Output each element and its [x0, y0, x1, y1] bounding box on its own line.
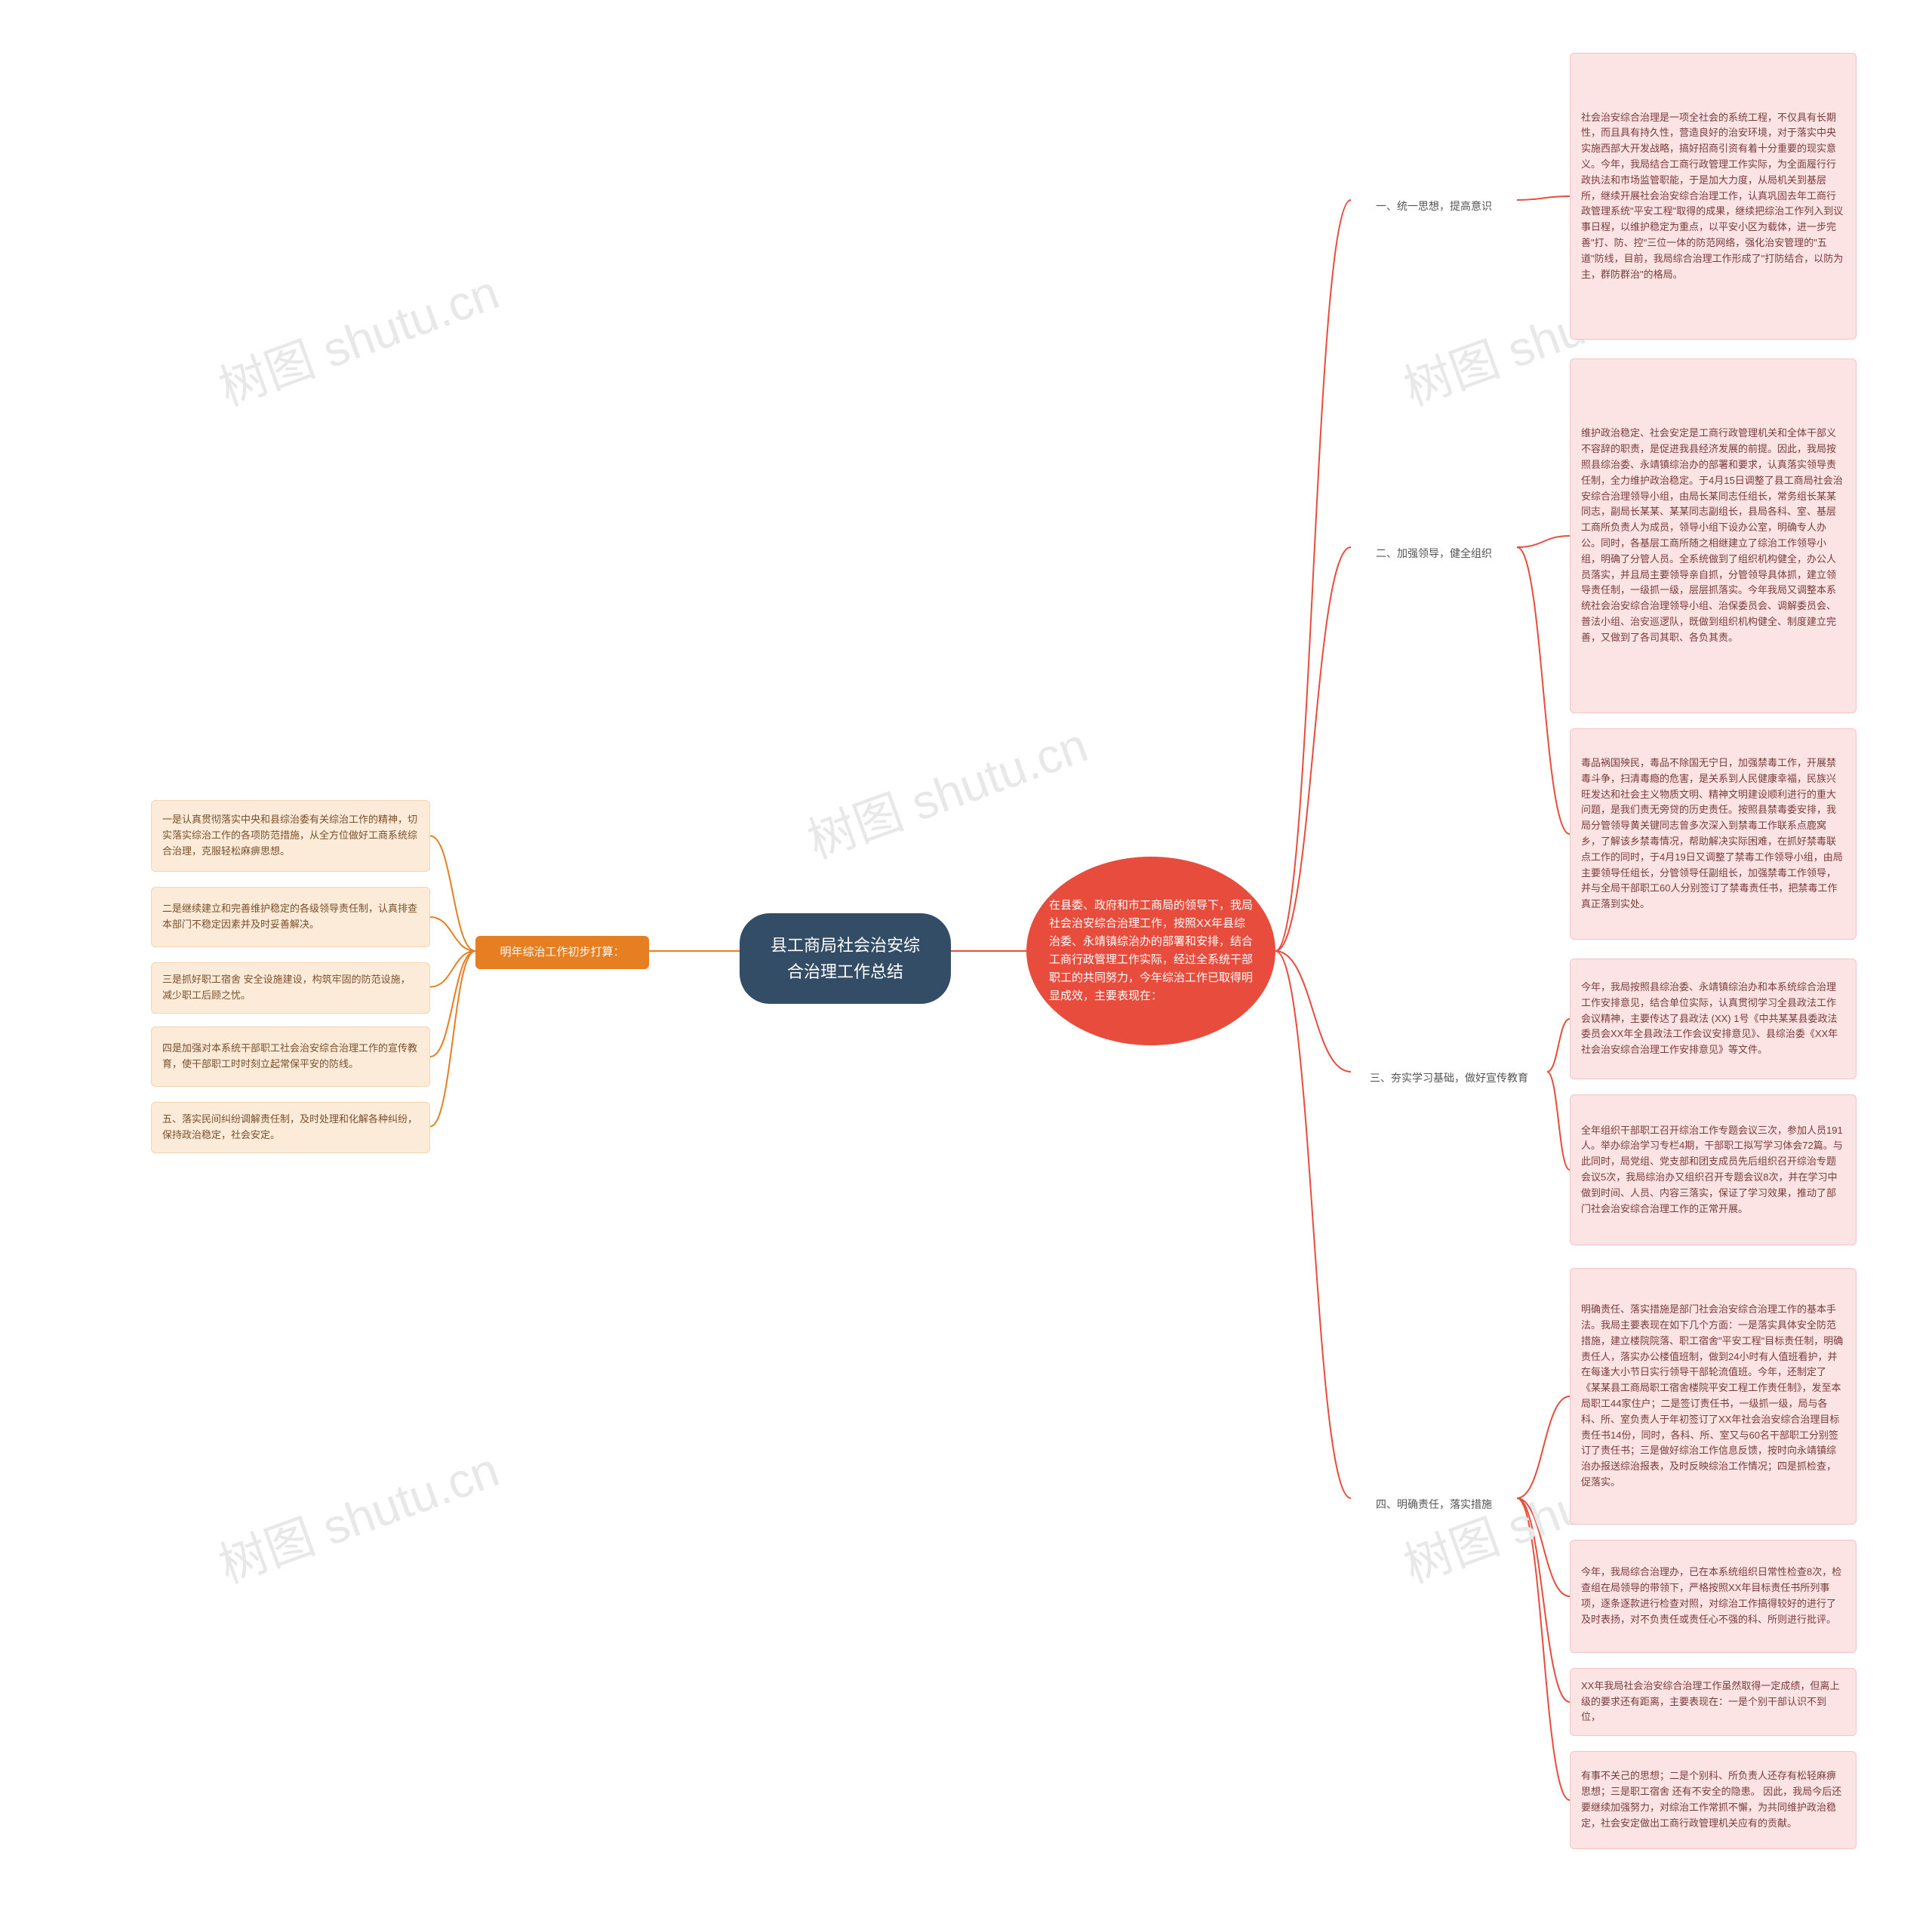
left-leaf-0: 一是认真贯彻落实中央和县综治委有关综治工作的精神，切实落实综治工作的各项防范措施…	[151, 800, 430, 872]
left-leaf-3: 四是加强对本系统干部职工社会治安综合治理工作的宣传教育，使干部职工时时刻立起常保…	[151, 1026, 430, 1087]
right-leaf-1-0: 维护政治稳定、社会安定是工商行政管理机关和全体干部义不容辞的职责，是促进我县经济…	[1570, 359, 1857, 713]
right-leaf-3-3: 有事不关己的思想；二是个别科、所负责人还存有松轻麻痹思想；三是职工宿舍 还有不安…	[1570, 1751, 1857, 1849]
right-leaf-3-2: XX年我局社会治安综合治理工作虽然取得一定成绩，但离上级的要求还有距离，主要表现…	[1570, 1668, 1857, 1736]
right-leaf-2-1: 全年组织干部职工召开综治工作专题会议三次，参加人员191人。举办综治学习专栏4期…	[1570, 1094, 1857, 1245]
right-leaf-3-1: 今年，我局综合治理办，已在本系统组织日常性检查8次，检查组在局领导的带领下，严格…	[1570, 1540, 1857, 1653]
watermark: 树图 shutu.cn	[208, 254, 507, 419]
watermark: 树图 shutu.cn	[797, 706, 1096, 872]
right-branch-label-0: 一、统一思想，提高意识	[1351, 189, 1517, 223]
left-leaf-1: 二是继续建立和完善维护稳定的各级领导责任制，认真排查本部门不稳定因素并及时妥善解…	[151, 887, 430, 947]
right-leaf-3-0: 明确责任、落实措施是部门社会治安综合治理工作的基本手法。我局主要表现在如下几个方…	[1570, 1268, 1857, 1525]
right-leaf-0-0: 社会治安综合治理是一项全社会的系统工程，不仅具有长期性，而且具有持久性，营造良好…	[1570, 53, 1857, 340]
watermark: 树图 shutu.cn	[208, 1431, 507, 1596]
left-leaf-4: 五、落实民间纠纷调解责任制，及时处理和化解各种纠纷，保持政治稳定，社会安定。	[151, 1102, 430, 1153]
right-main-summary: 在县委、政府和市工商局的领导下，我局社会治安综合治理工作，按照XX年县综治委、永…	[1026, 857, 1275, 1045]
right-branch-label-1: 二、加强领导，健全组织	[1351, 536, 1517, 571]
right-leaf-2-0: 今年，我局按照县综治委、永靖镇综治办和本系统综合治理工作安排意见，结合单位实际，…	[1570, 959, 1857, 1079]
center-title: 县工商局社会治安综合治理工作总结	[740, 913, 951, 1004]
left-branch-label: 明年综治工作初步打算：	[475, 936, 649, 969]
right-leaf-1-1: 毒品祸国殃民，毒品不除国无宁日，加强禁毒工作，开展禁毒斗争，扫清毒瘾的危害，是关…	[1570, 728, 1857, 940]
right-branch-label-2: 三、夯实学习基础，做好宣传教育	[1351, 1060, 1547, 1095]
right-branch-label-3: 四、明确责任，落实措施	[1351, 1487, 1517, 1522]
left-leaf-2: 三是抓好职工宿舍 安全设施建设，构筑牢固的防范设施，减少职工后顾之忧。	[151, 962, 430, 1014]
